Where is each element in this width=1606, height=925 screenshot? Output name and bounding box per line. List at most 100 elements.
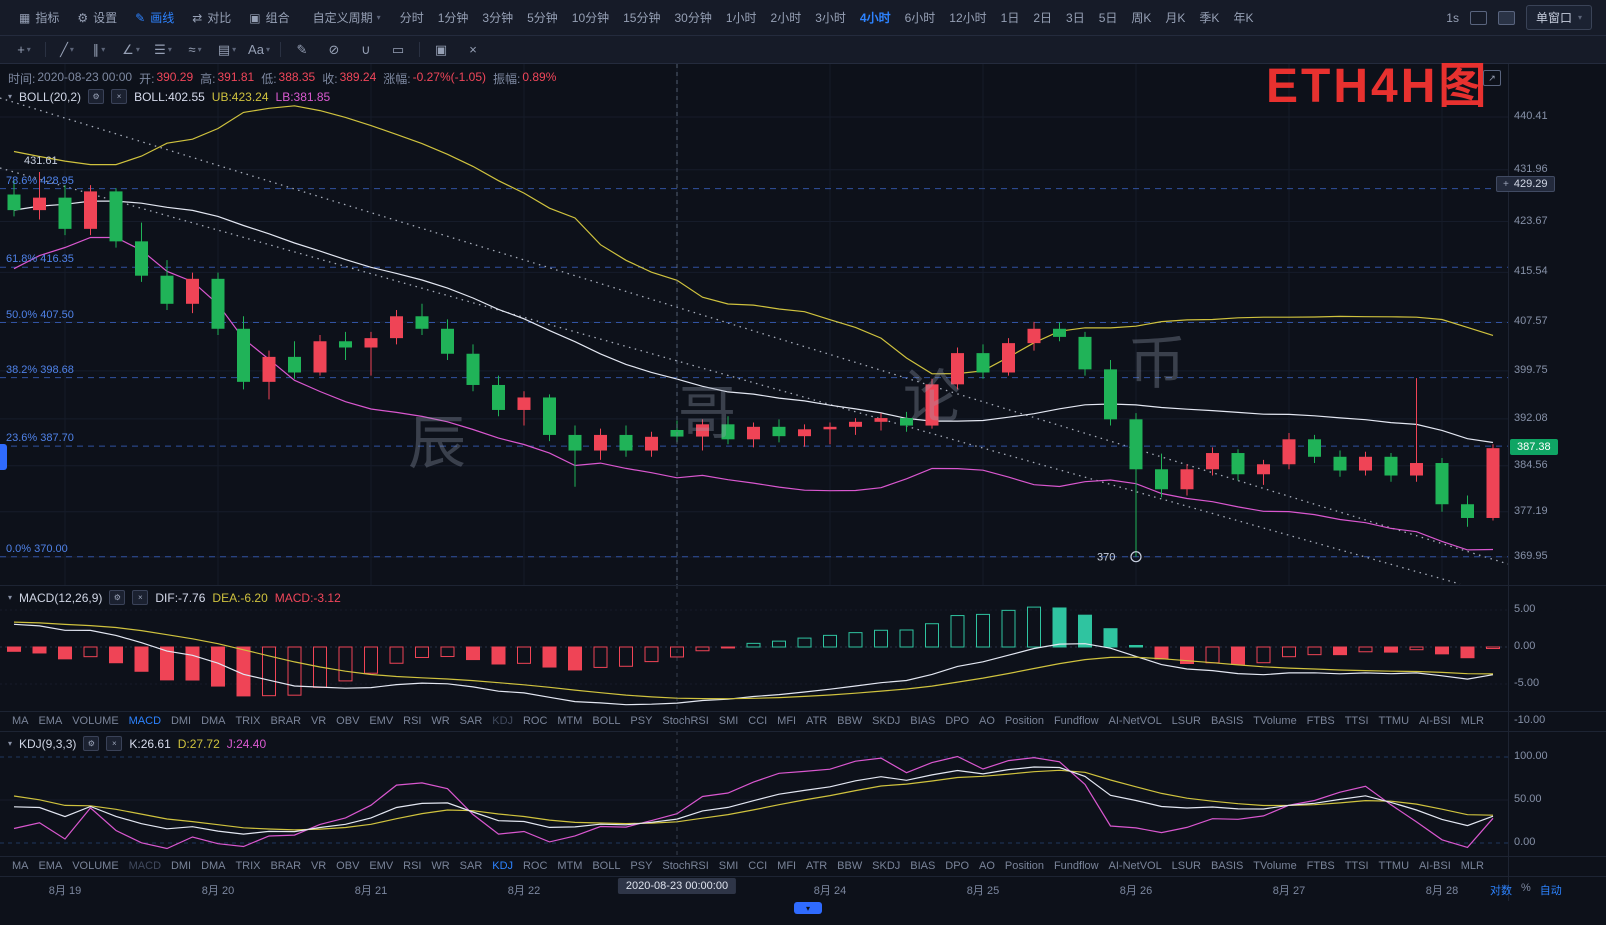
timeframe-12小时[interactable]: 12小时 (949, 11, 987, 25)
angle-tool[interactable]: ∠ ▾ (115, 39, 147, 61)
indicator-tab-ftbs[interactable]: FTBS (1306, 715, 1335, 727)
indicator-tab-mtm[interactable]: MTM (557, 860, 583, 872)
indicator-tab-rsi[interactable]: RSI (403, 860, 422, 872)
macd-settings-icon[interactable]: ⚙ (109, 590, 126, 605)
fib-level-label[interactable]: 0.0% 370.00 (6, 542, 68, 555)
layout-grid-icon[interactable] (1469, 10, 1487, 25)
indicator-tab-vr[interactable]: VR (310, 860, 327, 872)
percent-scale-toggle[interactable]: % (1521, 882, 1531, 894)
draw-menu[interactable]: ✎ 画线 (126, 9, 183, 26)
indicator-tab-ma[interactable]: MA (12, 715, 29, 727)
indicator-tab-ao[interactable]: AO (979, 715, 995, 727)
timeframe-2小时[interactable]: 2小时 (770, 11, 802, 25)
measure-tool[interactable]: ▭ (382, 39, 414, 61)
indicator-tab-rsi[interactable]: RSI (403, 715, 422, 727)
layout-menu[interactable]: ▣ 组合 (240, 9, 298, 26)
indicator-tab-vr[interactable]: VR (310, 715, 327, 727)
pane-maximize-icon[interactable]: ↗ (1483, 70, 1501, 86)
timeframe-年K[interactable]: 年K (1233, 11, 1254, 25)
timeframe-15分钟[interactable]: 15分钟 (623, 11, 661, 25)
indicator-tab-mlr[interactable]: MLR (1460, 715, 1484, 727)
fib-level-label[interactable]: 78.6% 428.95 (6, 174, 74, 187)
indicator-tab-atr[interactable]: ATR (806, 715, 828, 727)
indicator-tab-kdj[interactable]: KDJ (492, 715, 514, 727)
indicator-tab-bbw[interactable]: BBW (837, 860, 863, 872)
price-alert-tag[interactable]: +429.29 (1496, 176, 1555, 193)
indicator-tab-boll[interactable]: BOLL (592, 860, 621, 872)
indicator-tab-fundflow[interactable]: Fundflow (1053, 860, 1099, 872)
indicator-tab-volume[interactable]: VOLUME (72, 860, 119, 872)
indicator-tab-ai-bsi[interactable]: AI-BSI (1418, 715, 1451, 727)
pane-divider[interactable] (0, 585, 1606, 586)
indicator-tab-skdj[interactable]: SKDJ (872, 715, 901, 727)
time-axis[interactable]: 8月 19 8月 20 8月 21 8月 22 2020-08-23 00:00:00 8… (0, 876, 1508, 901)
log-scale-toggle[interactable]: 对数 (1490, 885, 1512, 897)
indicator-tab-basis[interactable]: BASIS (1210, 715, 1244, 727)
wave-tool[interactable]: ≈ ▾ (179, 39, 211, 61)
timeframe-1小时[interactable]: 1小时 (725, 11, 757, 25)
add-alert-icon[interactable]: + (1503, 178, 1509, 190)
timeframe-季K[interactable]: 季K (1199, 11, 1220, 25)
indicator-tab-dmi[interactable]: DMI (170, 715, 192, 727)
indicator-tab-ttsi[interactable]: TTSI (1344, 860, 1369, 872)
timeframe-6小时[interactable]: 6小时 (904, 11, 936, 25)
timeframe-分时[interactable]: 分时 (399, 11, 424, 25)
kdj-settings-icon[interactable]: ⚙ (83, 736, 100, 751)
indicator-tab-ttsi[interactable]: TTSI (1344, 715, 1369, 727)
settings-menu[interactable]: ⚙ 设置 (68, 9, 126, 26)
kdj-name[interactable]: KDJ(9,3,3) (19, 736, 77, 751)
indicator-tab-sar[interactable]: SAR (459, 715, 483, 727)
indicator-tab-boll[interactable]: BOLL (592, 715, 621, 727)
indicator-tab-psy[interactable]: PSY (630, 715, 653, 727)
indicator-tab-basis[interactable]: BASIS (1210, 860, 1244, 872)
indicator-tab-kdj[interactable]: KDJ (492, 860, 514, 872)
indicator-tab-ma[interactable]: MA (12, 860, 29, 872)
collapse-chevron-icon[interactable]: ▾ (8, 739, 13, 748)
indicator-tab-sar[interactable]: SAR (459, 860, 483, 872)
timeframe-2日[interactable]: 2日 (1033, 11, 1053, 25)
indicator-tab-wr[interactable]: WR (431, 715, 450, 727)
timeframe-1分钟[interactable]: 1分钟 (437, 11, 469, 25)
indicator-tab-brar[interactable]: BRAR (270, 715, 302, 727)
timeframe-3日[interactable]: 3日 (1066, 11, 1085, 25)
auto-scale-toggle[interactable]: 自动 (1539, 885, 1562, 897)
screenshot-tool[interactable]: ▣ (425, 39, 457, 61)
timeframe-5日[interactable]: 5日 (1098, 11, 1118, 25)
indicators-menu[interactable]: ▦ 指标 (10, 9, 68, 26)
indicator-tab-fundflow[interactable]: Fundflow (1053, 715, 1099, 727)
custom-period-dropdown[interactable]: 自定义周期 ▾ (313, 9, 381, 26)
window-mode-button[interactable]: 单窗口 ▾ (1525, 5, 1592, 30)
boll-name[interactable]: BOLL(20,2) (19, 89, 82, 104)
indicator-tab-roc[interactable]: ROC (522, 715, 548, 727)
trendline-tool[interactable]: ╱ ▾ (51, 39, 83, 61)
indicator-tab-trix[interactable]: TRIX (235, 860, 261, 872)
fib-level-label[interactable]: 50.0% 407.50 (6, 308, 74, 321)
eraser-tool[interactable]: ⊘ (318, 39, 350, 61)
indicator-tab-skdj[interactable]: SKDJ (872, 860, 901, 872)
magnet-tool[interactable]: ∪ (350, 39, 382, 61)
delete-tool[interactable]: × (457, 39, 489, 61)
main-price-chart[interactable]: 431.61 370 (0, 64, 1508, 585)
indicator-tab-macd[interactable]: MACD (128, 860, 162, 872)
timeframe-5分钟[interactable]: 5分钟 (527, 11, 558, 25)
indicator-tab-smi[interactable]: SMI (718, 860, 739, 872)
scrollbar-handle[interactable]: ▾ (794, 902, 822, 914)
indicator-tab-cci[interactable]: CCI (748, 715, 768, 727)
timeframe-30分钟[interactable]: 30分钟 (674, 11, 712, 25)
text-tool[interactable]: Aa ▾ (243, 39, 275, 61)
macd-pane-chart[interactable] (0, 585, 1508, 711)
collapse-chevron-icon[interactable]: ▾ (8, 92, 13, 101)
indicator-tab-obv[interactable]: OBV (336, 715, 360, 727)
pane-divider[interactable] (0, 731, 1606, 732)
fib-level-label[interactable]: 38.2% 398.68 (6, 363, 74, 376)
fullscreen-icon[interactable] (1497, 10, 1515, 25)
boll-settings-icon[interactable]: ⚙ (88, 89, 105, 104)
indicator-tab-psy[interactable]: PSY (630, 860, 653, 872)
kdj-pane-chart[interactable] (0, 731, 1508, 856)
indicator-tab-atr[interactable]: ATR (806, 860, 828, 872)
indicator-tab-bias[interactable]: BIAS (910, 715, 936, 727)
indicator-tab-position[interactable]: Position (1004, 860, 1045, 872)
fibonacci-tool[interactable]: ▤ ▾ (211, 39, 243, 61)
macd-close-icon[interactable]: × (132, 590, 149, 605)
indicator-tab-obv[interactable]: OBV (336, 860, 360, 872)
